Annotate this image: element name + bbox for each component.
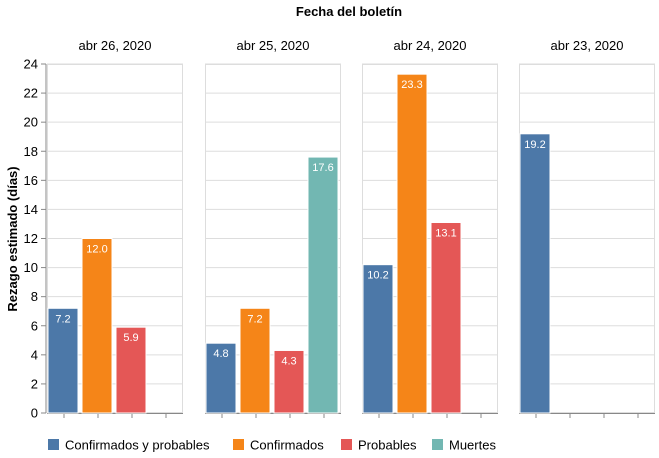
y-tick-label: 8: [31, 289, 38, 304]
legend-label: Confirmados y probables: [65, 438, 210, 453]
legend-label: Probables: [358, 438, 417, 453]
bar: [205, 342, 237, 414]
y-tick-label: 6: [31, 318, 38, 333]
facet-panel: abr 25, 2020 4.8 7.2 4.3 17.6: [205, 38, 341, 418]
facet-label: abr 24, 2020: [393, 38, 466, 53]
y-tick-label: 10: [24, 260, 38, 275]
y-tick-label: 0: [31, 406, 38, 421]
legend-swatch: [341, 439, 352, 450]
bar: [430, 222, 462, 414]
bar: [519, 133, 551, 414]
legend-item: Confirmados y probables: [48, 438, 210, 453]
y-tick-label: 20: [24, 115, 38, 130]
facet-panels: abr 26, 2020 7.2 12.0 5.9 abr 25, 2020 4.8 7.2…: [47, 38, 655, 418]
y-tick-label: 4: [31, 347, 38, 362]
y-tick-label: 22: [24, 86, 38, 101]
legend: Confirmados y probables Confirmados Probab…: [48, 438, 496, 453]
bar: [47, 307, 79, 414]
bar: [396, 73, 428, 414]
chart-title: Fecha del boletín: [296, 4, 402, 19]
bar: [362, 264, 394, 414]
panel-frame: [47, 64, 183, 413]
bar-value-label: 7.2: [247, 313, 262, 325]
bar: [273, 349, 305, 414]
bar-value-label: 10.2: [367, 270, 388, 282]
legend-swatch: [432, 439, 443, 450]
panel-frame: [205, 64, 341, 413]
bar: [81, 238, 113, 414]
bar-value-label: 4.3: [281, 355, 296, 367]
bar-value-label: 23.3: [401, 79, 422, 91]
legend-label: Confirmados: [250, 438, 324, 453]
bar: [115, 326, 147, 414]
legend-swatch: [48, 439, 59, 450]
legend-label: Muertes: [449, 438, 496, 453]
facet-panel: abr 23, 2020 19.2: [519, 38, 655, 418]
legend-item: Confirmados: [233, 438, 324, 453]
y-tick-label: 16: [24, 173, 38, 188]
y-tick-label: 14: [24, 202, 38, 217]
facet-panel: abr 24, 2020 10.2 23.3 13.1: [362, 38, 498, 418]
bar-value-label: 7.2: [55, 313, 70, 325]
bar-value-label: 17.6: [312, 162, 333, 174]
legend-item: Muertes: [432, 438, 496, 453]
bar: [239, 307, 271, 414]
legend-item: Probables: [341, 438, 417, 453]
facet-panel: abr 26, 2020 7.2 12.0 5.9: [47, 38, 183, 418]
panel-frame: [362, 64, 498, 413]
y-tick-label: 24: [24, 57, 38, 72]
bar: [307, 156, 339, 414]
legend-swatch: [233, 439, 244, 450]
y-axis-title: Rezago estimado (días): [5, 166, 20, 311]
bar-value-label: 4.8: [213, 348, 228, 360]
facet-label: abr 26, 2020: [78, 38, 151, 53]
bar-value-label: 5.9: [123, 332, 138, 344]
bar-value-label: 19.2: [524, 139, 545, 151]
y-tick-label: 18: [24, 144, 38, 159]
y-tick-label: 2: [31, 376, 38, 391]
bar-value-label: 13.1: [435, 228, 456, 240]
facet-label: abr 25, 2020: [236, 38, 309, 53]
facet-label: abr 23, 2020: [550, 38, 623, 53]
y-tick-label: 12: [24, 231, 38, 246]
bar-value-label: 12.0: [86, 244, 107, 256]
